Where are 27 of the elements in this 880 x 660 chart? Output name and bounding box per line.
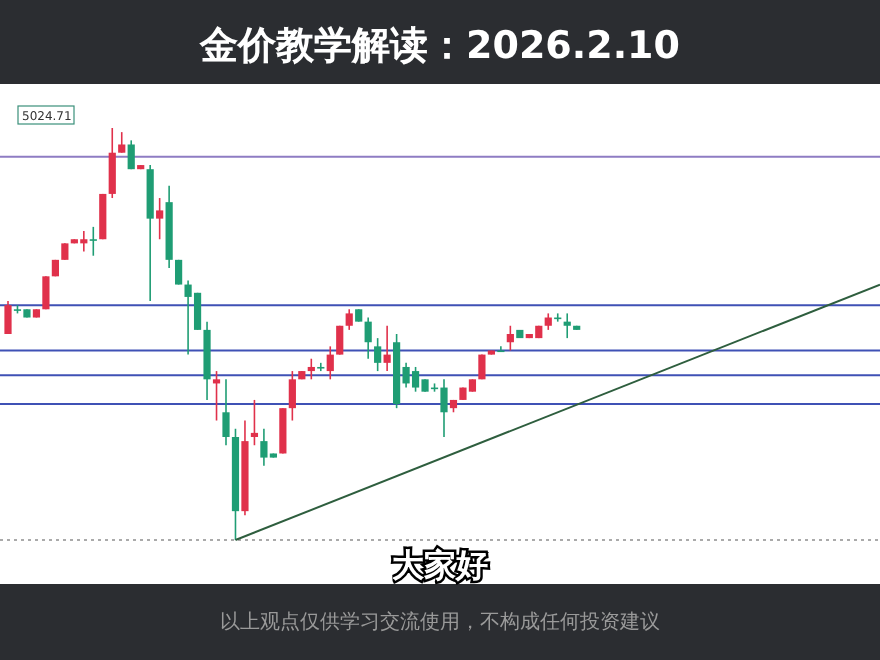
- text: 大家好: [392, 546, 488, 584]
- candlestick: [497, 345, 505, 353]
- candlestick: [317, 362, 325, 372]
- candlestick: [89, 226, 97, 257]
- candlestick: [345, 308, 353, 331]
- candlestick: [175, 259, 183, 286]
- candlestick: [307, 357, 315, 381]
- candlestick: [118, 131, 126, 154]
- candlestick: [364, 316, 372, 360]
- candlestick: [4, 300, 12, 335]
- chart-title: 金价教学解读：2026.2.10: [198, 24, 680, 68]
- candlestick: [212, 370, 221, 422]
- candlestick: [127, 139, 135, 170]
- candlestick: [336, 324, 344, 356]
- candlestick: [326, 345, 334, 381]
- candlestick: [506, 324, 514, 352]
- candlestick: [374, 337, 382, 372]
- candlestick: [108, 127, 116, 199]
- candlestick: [288, 370, 296, 422]
- candlestick: [250, 399, 259, 447]
- candlestick: [383, 324, 391, 372]
- candlestick: [279, 407, 287, 455]
- candlestick: [42, 275, 50, 311]
- text: 以上观点仅供学习交流使用，不构成任何投资建议: [220, 610, 660, 634]
- candlestick: [156, 197, 164, 241]
- candlestick: [222, 378, 230, 447]
- candlestick: [563, 312, 571, 339]
